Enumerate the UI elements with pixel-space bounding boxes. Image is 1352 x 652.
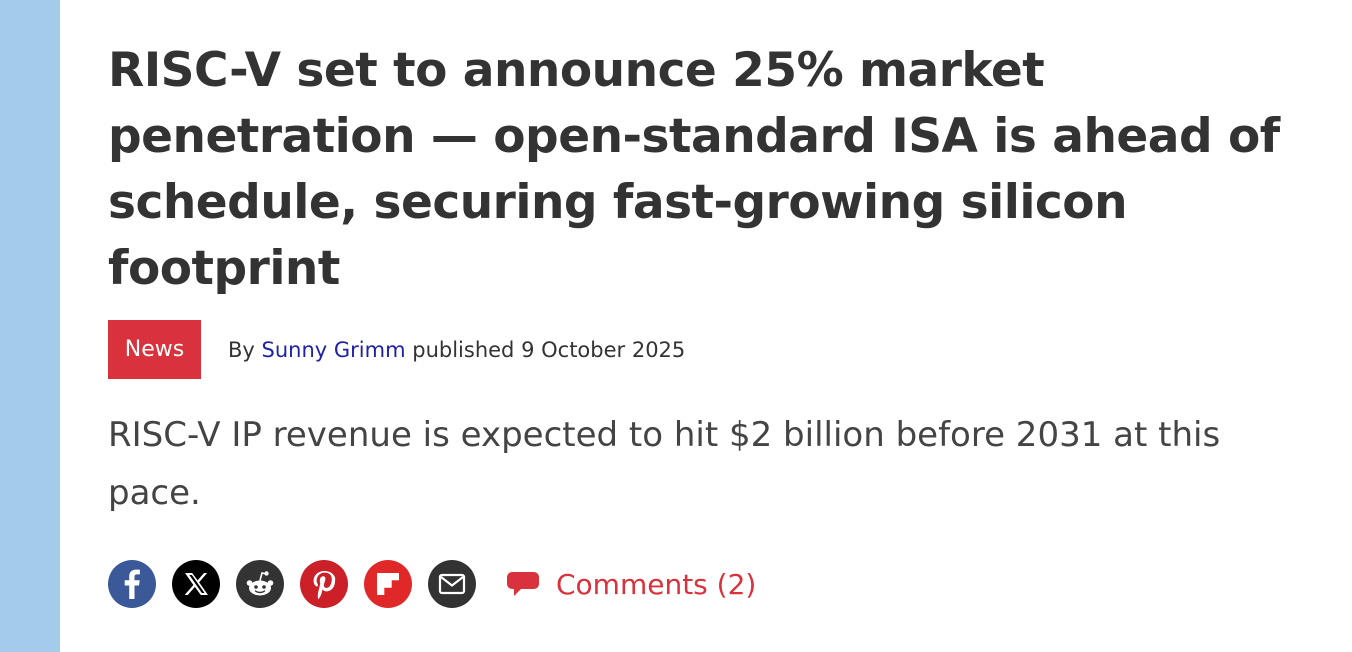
article-standfirst: RISC-V IP revenue is expected to hit $2 …	[108, 415, 1221, 513]
article-headline: RISC-V set to announce 25% market penetr…	[108, 43, 1280, 296]
article-header: RISC-V set to announce 25% market penetr…	[108, 38, 1308, 608]
comments-link[interactable]: Comments (2)	[506, 568, 756, 601]
pinterest-icon	[313, 571, 336, 600]
speech-bubble-icon	[507, 572, 539, 596]
comments-label: Comments (2)	[556, 567, 757, 601]
left-accent-stripe	[0, 0, 60, 652]
reddit-share-button[interactable]	[236, 560, 284, 608]
email-icon	[438, 573, 466, 595]
published-prefix: published	[412, 337, 515, 362]
byline: By Sunny Grimm published 9 October 2025	[228, 338, 685, 362]
share-bar: Comments (2)	[108, 560, 1308, 608]
author-link[interactable]: Sunny Grimm	[261, 337, 406, 362]
facebook-icon	[124, 569, 140, 599]
byline-prefix: By	[228, 337, 255, 362]
flipboard-icon	[377, 573, 399, 595]
pinterest-share-button[interactable]	[300, 560, 348, 608]
news-tag[interactable]: News	[108, 320, 201, 379]
email-share-button[interactable]	[428, 560, 476, 608]
facebook-share-button[interactable]	[108, 560, 156, 608]
publish-date: 9 October 2025	[521, 337, 686, 362]
reddit-icon	[246, 571, 274, 596]
article-meta: News By Sunny Grimm published 9 October …	[108, 320, 1308, 379]
x-icon	[184, 573, 208, 595]
flipboard-share-button[interactable]	[364, 560, 412, 608]
x-share-button[interactable]	[172, 560, 220, 608]
